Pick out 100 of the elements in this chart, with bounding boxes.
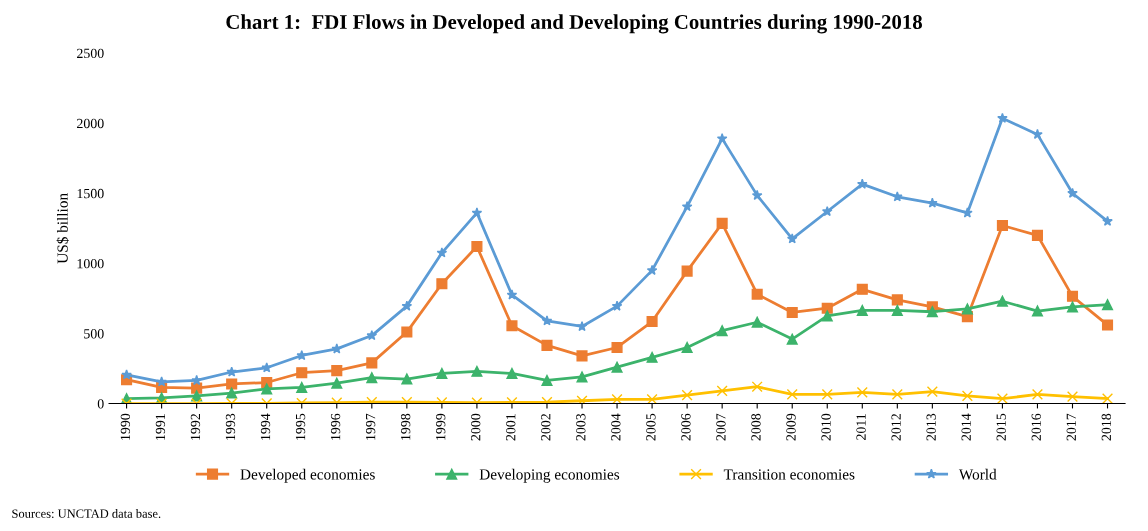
point (121, 369, 132, 380)
point (891, 388, 903, 401)
point (856, 386, 868, 398)
point (506, 289, 518, 300)
point (961, 390, 973, 402)
legend-label: Developed economies (240, 468, 375, 483)
point (996, 393, 1008, 404)
point (506, 367, 518, 379)
point (646, 393, 658, 404)
point (821, 302, 833, 314)
point (786, 306, 798, 318)
point (751, 381, 763, 393)
x-tick-label: 2009 (786, 413, 796, 441)
x-tick-label: 1992 (190, 414, 201, 440)
point (471, 365, 483, 377)
point (541, 339, 553, 351)
point (1102, 215, 1113, 226)
point (716, 325, 728, 337)
x-tick-label: 2011 (856, 414, 866, 440)
point (576, 371, 588, 383)
source-note: Sources: UNCTAD data base. (12, 509, 161, 518)
point (611, 300, 623, 311)
x-tick-label: 2013 (926, 413, 936, 441)
x-tick-label: 2005 (646, 413, 656, 441)
point (401, 300, 413, 311)
point (366, 372, 378, 384)
point (786, 333, 798, 345)
point (786, 388, 798, 401)
point (576, 320, 588, 332)
point (681, 341, 693, 354)
point (856, 178, 868, 189)
point (996, 219, 1008, 232)
point (681, 389, 693, 401)
point (751, 288, 763, 300)
point (191, 374, 202, 386)
x-tick-label: 2015 (996, 413, 1006, 441)
point (611, 341, 623, 354)
point (1066, 390, 1079, 403)
point (541, 374, 553, 386)
legend-label: Transition economies (723, 469, 855, 480)
legend-label: World (958, 468, 997, 480)
point (611, 393, 623, 404)
point (716, 133, 728, 144)
point (436, 278, 448, 290)
point (856, 304, 868, 316)
x-tick-label: 1991 (155, 414, 166, 440)
x-tick-label: 2010 (821, 413, 831, 441)
x-tick-label: 1997 (365, 413, 376, 440)
point (296, 367, 308, 379)
x-tick-label: 1995 (295, 413, 306, 440)
point (996, 295, 1008, 307)
point (1066, 290, 1079, 302)
x-tick-label: 2001 (506, 414, 516, 441)
x-tick-label: 2003 (576, 413, 586, 441)
x-tick-label: 1994 (260, 413, 271, 440)
x-tick-label: 2014 (961, 413, 971, 441)
point (226, 366, 237, 377)
point (506, 320, 518, 332)
point (821, 310, 833, 322)
point (926, 306, 938, 318)
point (471, 240, 483, 253)
chart-title: Chart 1: FDI Flows in Developed and Developing Countries during 1990-2018 (226, 14, 922, 34)
point (1101, 393, 1114, 404)
point (156, 376, 167, 387)
point (226, 378, 238, 390)
point (997, 112, 1008, 123)
point (541, 315, 553, 326)
point (401, 326, 413, 338)
x-tick-label: 1998 (400, 413, 411, 440)
point (1066, 301, 1079, 313)
point (786, 233, 798, 244)
point (366, 357, 378, 369)
point (716, 217, 728, 229)
point (892, 191, 903, 202)
x-tick-label: 2016 (1031, 413, 1041, 441)
point (1031, 388, 1044, 401)
point (821, 205, 833, 217)
point (261, 383, 273, 395)
y-tick-label: 0 (97, 399, 104, 409)
point (821, 388, 833, 401)
point (331, 343, 343, 354)
x-tick-label: 2000 (471, 413, 481, 441)
point (576, 350, 588, 362)
point (1067, 187, 1078, 198)
x-tick-label: 2012 (891, 414, 901, 441)
x-tick-label: 1996 (330, 413, 341, 440)
x-tick-label: 2008 (751, 413, 761, 441)
point (226, 387, 238, 399)
point (296, 381, 308, 393)
x-tick-label: 2002 (541, 414, 551, 441)
y-tick-label: 1000 (77, 258, 104, 269)
point (751, 189, 763, 201)
point (681, 265, 693, 277)
point (331, 365, 343, 377)
y-tick-label: 1500 (77, 188, 104, 199)
point (471, 207, 483, 218)
point (1032, 128, 1043, 140)
point (891, 294, 903, 306)
y-tick-label: 2500 (77, 48, 104, 59)
x-tick-label: 2018 (1101, 413, 1111, 441)
